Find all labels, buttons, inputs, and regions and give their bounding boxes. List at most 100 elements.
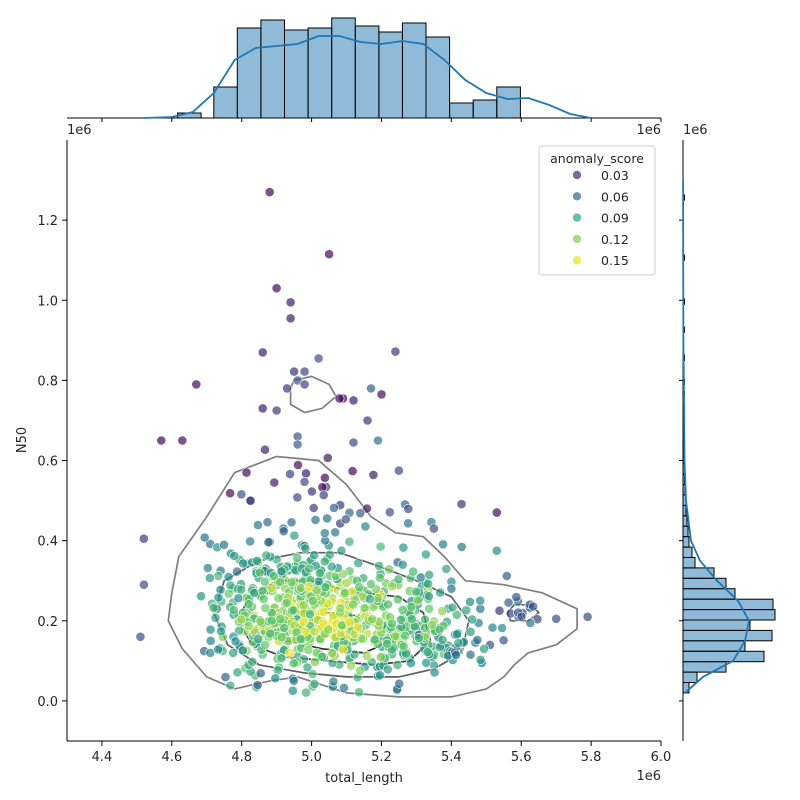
scatter-point xyxy=(228,648,238,658)
marginal-y-bar xyxy=(682,650,765,663)
scatter-point xyxy=(359,603,370,613)
scatter-point xyxy=(299,366,310,377)
scatter-point xyxy=(273,593,284,603)
scatter-point xyxy=(322,452,333,463)
scatter-point xyxy=(437,635,448,645)
scatter-point xyxy=(285,469,295,479)
scatter-point xyxy=(415,572,426,583)
scatter-point xyxy=(324,249,334,260)
scatter-point xyxy=(225,680,236,691)
scatter-point xyxy=(308,503,319,513)
scatter-point xyxy=(247,656,258,667)
scatter-point xyxy=(341,578,352,588)
marginal-y-bar xyxy=(682,567,715,579)
scatter-point xyxy=(369,634,380,645)
axes-frame xyxy=(66,140,661,742)
scatter-point xyxy=(257,585,268,596)
scatter-point xyxy=(528,601,538,612)
scatter-point xyxy=(394,678,405,689)
marginal-x-bar xyxy=(496,86,521,119)
legend-title: anomaly_score xyxy=(550,151,644,166)
x-axis-label: total_length xyxy=(325,771,403,786)
scatter-point xyxy=(310,515,321,525)
marginal-x-bar xyxy=(213,86,238,119)
scatter-point xyxy=(236,614,247,625)
scatter-point xyxy=(323,624,333,635)
scatter-point xyxy=(479,643,489,654)
scatter-point xyxy=(236,489,247,500)
kde-contours xyxy=(167,375,578,698)
x-tick-label: 5.6 xyxy=(511,750,532,765)
scatter-point xyxy=(405,658,416,668)
x-ticks: 4.4 4.6 4.8 5.0 5.2 5.4 5.6 5.8 6.0 xyxy=(92,741,672,765)
scatter-point xyxy=(276,653,287,664)
scatter-point xyxy=(354,687,364,698)
scatter-point xyxy=(309,626,320,637)
y-tick-label: 0.8 xyxy=(37,374,58,389)
x-tick-label: 5.4 xyxy=(441,750,462,765)
marginal-y-bar xyxy=(682,515,688,527)
x-offset-label: 1e6 xyxy=(636,769,661,784)
main-scatter-axes: 4.4 4.6 4.8 5.0 5.2 5.4 5.6 5.8 6.0 0.0 0.2 0.4 0.6… xyxy=(37,140,671,765)
scatter-point xyxy=(390,346,401,357)
x-tick-label: 6.0 xyxy=(651,750,672,765)
scatter-point xyxy=(238,558,249,569)
scatter-point xyxy=(213,592,224,603)
scatter-point xyxy=(318,490,329,500)
scatter-point xyxy=(304,563,314,574)
legend-label: 0.03 xyxy=(601,168,629,183)
scatter-point xyxy=(340,514,351,525)
scatter-point xyxy=(260,444,270,455)
scatter-point xyxy=(339,683,349,693)
x-tick-label: 5.0 xyxy=(301,750,322,765)
scatter-point xyxy=(339,587,350,598)
scatter-point xyxy=(498,635,509,646)
scatter-point xyxy=(403,518,413,529)
x-tick-label: 4.6 xyxy=(161,750,182,765)
scatter-point xyxy=(329,502,339,513)
scatter-point xyxy=(392,660,403,670)
scatter-point xyxy=(253,520,263,530)
scatter-point xyxy=(373,435,383,446)
scatter-point xyxy=(276,566,287,577)
scatter-point xyxy=(375,541,386,552)
marginal-x-bar xyxy=(378,31,403,119)
scatter-point xyxy=(295,634,306,644)
scatter-point xyxy=(259,576,270,587)
marginal-x-kde xyxy=(143,35,592,119)
legend-marker xyxy=(572,170,582,180)
y-tick-label: 0.4 xyxy=(37,535,58,550)
marginal-x-bar xyxy=(260,19,285,119)
scatter-point xyxy=(237,645,248,656)
scatter-point xyxy=(374,561,384,571)
scatter-point xyxy=(435,587,445,598)
scatter-point xyxy=(344,536,355,547)
scatter-point xyxy=(387,581,397,592)
scatter-point xyxy=(261,550,272,561)
marginal-y-bar xyxy=(682,536,690,548)
scatter-point xyxy=(465,649,476,660)
scatter-point xyxy=(317,651,327,662)
scatter-point xyxy=(263,537,274,547)
scatter-point xyxy=(491,545,502,556)
scatter-point xyxy=(382,638,393,649)
scatter-point xyxy=(344,617,355,628)
scatter-point xyxy=(319,528,330,539)
y-axis-label: N50 xyxy=(15,427,30,453)
scatter-point xyxy=(328,676,339,687)
scatter-point xyxy=(314,568,325,578)
marginal-y-bar xyxy=(682,609,776,621)
scatter-point xyxy=(399,630,410,641)
legend-marker xyxy=(572,191,582,202)
scatter-point xyxy=(309,657,320,667)
scatter-point xyxy=(348,395,359,406)
scatter-point xyxy=(393,465,404,476)
scatter-point xyxy=(138,579,149,590)
marginal-x-bar xyxy=(236,27,262,119)
scatter-point xyxy=(303,645,314,655)
legend-marker xyxy=(572,234,582,244)
marginal-y-bar xyxy=(682,661,727,673)
scatter-point xyxy=(301,468,311,479)
scatter-point xyxy=(367,614,377,625)
scatter-point xyxy=(408,566,419,577)
